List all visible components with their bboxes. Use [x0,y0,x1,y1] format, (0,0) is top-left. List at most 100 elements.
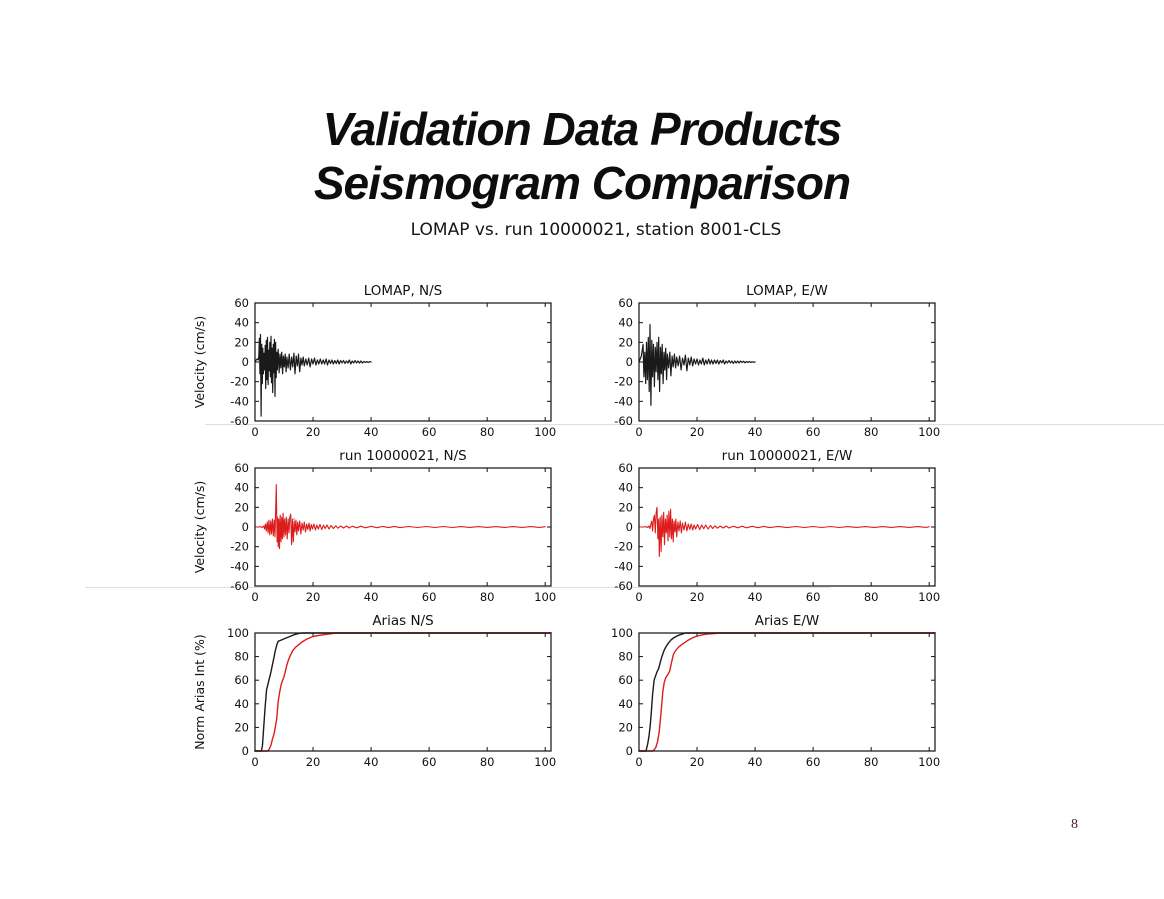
axes-box [638,302,936,422]
y-tick-label: 40 [618,481,633,495]
y-axis-label: Norm Arias Int (%) [192,634,207,750]
x-tick-label: 20 [690,425,705,439]
subplot-title: LOMAP, N/S [364,283,443,299]
y-tick-label: 60 [618,673,633,687]
y-tick-label: 100 [611,626,633,640]
x-tick-label: 100 [534,755,556,769]
x-tick-label: 0 [251,590,258,604]
x-tick-label: 80 [864,590,879,604]
series-run-NS-trace [254,484,546,550]
x-tick-label: 0 [635,755,642,769]
plot-arias-ns: Arias N/S Norm Arias Int (%) 0 20 40 60 80 100 0… [191,613,571,775]
y-tick-label: 20 [618,335,633,349]
x-tick-label: 0 [251,425,258,439]
y-tick-label: 40 [234,697,249,711]
y-tick-label: 60 [618,461,633,475]
slide-subtitle: LOMAP vs. run 10000021, station 8001-CLS [410,220,782,240]
y-tick-label: 40 [618,316,633,330]
y-tick-label: 40 [234,481,249,495]
axes-box [638,632,936,752]
x-tick-label: 40 [364,755,379,769]
chart-canvas-run-ew: run 10000021, E/W 0 20 40 60 80 100 -60 -40 -20 0 2… [614,448,940,604]
y-tick-label: 80 [618,650,633,664]
y-tick-label: -20 [230,375,249,389]
x-tick-label: 60 [806,425,821,439]
y-tick-label: -20 [614,375,633,389]
y-axis-label: Velocity (cm/s) [192,481,207,574]
y-tick-label: 0 [626,744,633,758]
y-tick-label: 60 [234,296,249,310]
series-arias-NS-LOMAP [254,632,552,752]
plot-run-10000021-ew: run 10000021, E/W 0 20 40 60 80 100 -60 -40 -20 0 2… [575,448,955,610]
x-tick-label: 100 [534,425,556,439]
axes-box [254,632,552,752]
slide-title-line2: Seismogram Comparison [313,157,851,209]
x-tick-label: 100 [918,425,940,439]
x-tick-label: 80 [480,425,495,439]
y-tick-label: -40 [230,394,249,408]
x-tick-label: 40 [364,425,379,439]
series-arias-EW-LOMAP [638,632,936,752]
chart-canvas-arias-ns: Arias N/S Norm Arias Int (%) 0 20 40 60 80 100 0… [192,613,556,769]
x-tick-label: 20 [306,425,321,439]
y-tick-label: -40 [230,559,249,573]
y-tick-label: 60 [234,673,249,687]
subplot-title: Arias N/S [372,613,433,629]
x-tick-label: 20 [306,755,321,769]
page-number: 8 [1071,817,1078,832]
y-tick-label: -60 [230,579,249,593]
x-tick-label: 100 [918,755,940,769]
series-arias-EW-run [638,632,936,752]
axes-box [254,302,552,422]
y-tick-label: -40 [614,559,633,573]
y-tick-label: -20 [614,540,633,554]
x-tick-label: 80 [480,755,495,769]
x-tick-label: 100 [534,590,556,604]
subplot-title: LOMAP, E/W [746,283,828,299]
x-tick-label: 80 [864,425,879,439]
y-tick-label: 20 [618,720,633,734]
plot-lomap-ew: LOMAP, E/W 0 20 40 60 80 100 -60 -40 -20 0 20 40 60 [575,283,955,445]
x-tick-label: 80 [864,755,879,769]
axes-box [638,467,936,587]
x-tick-label: 20 [306,590,321,604]
x-tick-label: 60 [422,755,437,769]
chart-canvas-arias-ew: Arias E/W 0 20 40 60 80 100 0 20 40 60 80 100 [611,613,940,769]
series-LOMAP-NS-trace [254,333,372,417]
horizontal-artifact-line-bottom [85,587,830,588]
y-tick-label: -40 [614,394,633,408]
y-tick-label: -60 [230,414,249,428]
y-tick-label: 60 [618,296,633,310]
x-tick-label: 40 [748,590,763,604]
y-tick-label: 40 [234,316,249,330]
y-tick-label: 0 [626,355,633,369]
slide-title-line1: Validation Data Products [322,103,843,155]
chart-canvas-lomap-ew: LOMAP, E/W 0 20 40 60 80 100 -60 -40 -20 0 20 40 60 [614,283,940,439]
plot-run-10000021-ns: run 10000021, N/S Velocity (cm/s) 0 20 40 60 8… [191,448,571,610]
y-tick-label: 60 [234,461,249,475]
x-tick-label: 0 [251,755,258,769]
y-tick-label: 20 [618,500,633,514]
y-tick-label: 20 [234,500,249,514]
y-axis-label: Velocity (cm/s) [192,316,207,409]
x-tick-label: 100 [918,590,940,604]
x-tick-label: 20 [690,590,705,604]
subplot-title: run 10000021, N/S [339,448,466,464]
x-tick-label: 40 [364,590,379,604]
x-tick-label: 60 [806,755,821,769]
plot-arias-ew: Arias E/W 0 20 40 60 80 100 0 20 40 60 80 100 [575,613,955,775]
series-arias-NS-run [254,632,552,752]
y-tick-label: -20 [230,540,249,554]
x-tick-label: 60 [422,425,437,439]
y-tick-label: 20 [234,720,249,734]
y-tick-label: -60 [614,414,633,428]
series-LOMAP-EW-trace [638,323,756,406]
x-tick-label: 40 [748,425,763,439]
x-tick-label: 20 [690,755,705,769]
axes-box [254,467,552,587]
y-tick-label: 100 [227,626,249,640]
chart-canvas-run-ns: run 10000021, N/S Velocity (cm/s) 0 20 40 60 8… [192,448,556,604]
slide-title: Validation Data Products Seismogram Comp… [0,102,1164,210]
y-tick-label: 0 [242,744,249,758]
plot-lomap-ns: LOMAP, N/S Velocity (cm/s) 0 20 40 60 80 100 -60… [191,283,571,445]
